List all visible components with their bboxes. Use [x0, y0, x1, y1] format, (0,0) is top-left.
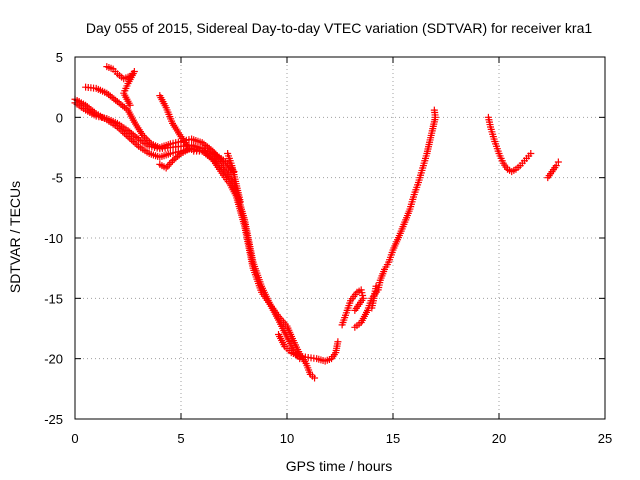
series-arc-7 [224, 150, 244, 206]
series-arc-8 [275, 331, 342, 365]
x-tick-label: 25 [598, 431, 612, 446]
grid-lines [75, 57, 605, 419]
axis-ticks: 0 5 10 15 20 25 -25 -20 -15 -10 -5 0 5 [44, 50, 612, 446]
data-point [311, 374, 319, 382]
data-point [175, 151, 183, 159]
data-point [185, 145, 193, 153]
series-arc-12 [484, 113, 535, 176]
data-point [351, 306, 359, 314]
data-point [430, 106, 438, 114]
chart-title: Day 055 of 2015, Sidereal Day-to-day VTE… [86, 20, 592, 36]
data-point [164, 162, 172, 170]
y-tick-label: -20 [44, 352, 63, 367]
x-tick-label: 15 [386, 431, 400, 446]
y-tick-label: 5 [56, 50, 63, 65]
data-point [552, 162, 560, 170]
series-arc-11 [368, 282, 380, 312]
x-tick-label: 5 [177, 431, 184, 446]
series-arc-4 [103, 63, 138, 109]
x-tick-label: 10 [280, 431, 294, 446]
y-tick-label: 0 [56, 110, 63, 125]
data-point [372, 282, 380, 290]
y-tick-label: -25 [44, 412, 63, 427]
series-arc-13 [544, 158, 562, 182]
x-tick-label: 0 [71, 431, 78, 446]
data-point [141, 133, 149, 141]
series-arc-2 [71, 99, 304, 363]
x-axis-label: GPS time / hours [286, 458, 393, 474]
data-point [554, 158, 562, 166]
data-point [139, 131, 147, 139]
data-point [142, 135, 150, 143]
data-point [167, 159, 175, 167]
data-point [527, 150, 535, 158]
y-tick-label: -15 [44, 291, 63, 306]
x-tick-label: 20 [492, 431, 506, 446]
data-point [126, 101, 134, 109]
series-arc-9 [338, 286, 367, 329]
data-point [124, 133, 132, 141]
data-point [146, 138, 154, 146]
y-axis-label: SDTVAR / TECUs [7, 181, 23, 293]
series-arc-10 [351, 106, 439, 331]
series-arc-5 [156, 92, 238, 176]
data-point [236, 198, 244, 206]
data-point [133, 141, 141, 149]
data-point [334, 338, 342, 346]
y-tick-label: -10 [44, 231, 63, 246]
y-tick-label: -5 [51, 171, 63, 186]
series-arc-6 [156, 145, 193, 172]
data-point [144, 137, 152, 145]
data-series [71, 63, 562, 382]
